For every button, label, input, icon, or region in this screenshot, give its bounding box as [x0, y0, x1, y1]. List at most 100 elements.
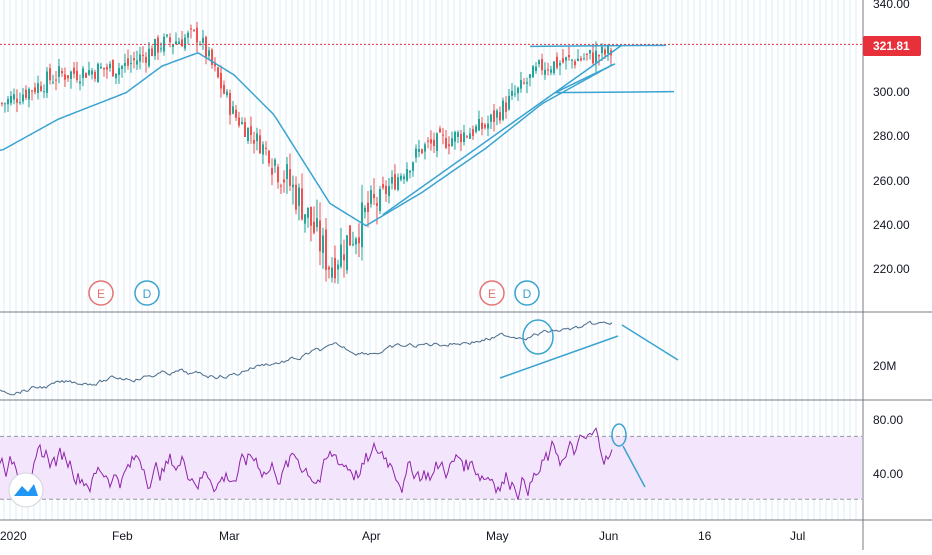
- candle-body: [217, 67, 219, 78]
- candle-body: [1, 103, 3, 105]
- candle-body: [469, 133, 471, 139]
- candle-body: [445, 137, 447, 148]
- candle-body: [64, 74, 66, 80]
- candle-body: [316, 218, 318, 227]
- candle-body: [46, 71, 48, 93]
- candle-body: [397, 177, 399, 190]
- candle-body: [16, 98, 18, 103]
- candle-body: [478, 118, 480, 131]
- candle-body: [340, 244, 342, 267]
- candle-body: [241, 121, 243, 124]
- volume-pane[interactable]: [0, 319, 679, 396]
- candle-body: [289, 169, 291, 186]
- candle-body: [307, 207, 309, 218]
- candle-body: [544, 69, 546, 75]
- candle-body: [607, 45, 609, 54]
- candle-body: [61, 71, 63, 74]
- candle-body: [604, 49, 606, 55]
- candle-body: [4, 103, 6, 105]
- candle-body: [526, 82, 528, 84]
- candle-body: [292, 184, 294, 188]
- time-axis[interactable]: 2020 Feb Mar Apr May Jun 16 Jul: [0, 529, 805, 543]
- rsi-band: [0, 436, 862, 500]
- candle-body: [49, 68, 51, 81]
- price-tick-label: 280.00: [873, 129, 910, 143]
- candle-body: [529, 74, 531, 79]
- rsi-line: [0, 427, 613, 501]
- candle-body: [193, 29, 195, 31]
- time-tick-label: Feb: [112, 529, 133, 543]
- candle-body: [439, 128, 441, 133]
- candle-body: [373, 194, 375, 199]
- candle-body: [337, 264, 339, 270]
- candle-body: [349, 225, 351, 246]
- candle-body: [562, 58, 564, 63]
- candle-body: [214, 62, 216, 67]
- drawn-rsi-circle: [611, 423, 627, 447]
- candle-body: [262, 144, 264, 155]
- time-tick-label: Jul: [790, 529, 805, 543]
- candle-body: [67, 75, 69, 79]
- candle-body: [436, 133, 438, 151]
- candle-body: [334, 257, 336, 279]
- earnings-marker[interactable]: E: [88, 280, 114, 306]
- event-markers[interactable]: E D E D: [88, 280, 540, 306]
- candle-body: [280, 185, 282, 187]
- candle-body: [547, 69, 549, 71]
- candle-body: [244, 122, 246, 137]
- candle-body: [94, 72, 96, 79]
- earnings-marker[interactable]: E: [479, 280, 505, 306]
- candle-body: [253, 139, 255, 144]
- candle-body: [145, 56, 147, 63]
- rsi-pane[interactable]: [0, 423, 862, 501]
- rsi-tick-label: 40.00: [873, 467, 903, 481]
- tradingview-logo-icon[interactable]: [8, 472, 44, 508]
- candle-body: [85, 73, 87, 78]
- time-tick-label: Apr: [362, 529, 381, 543]
- candle-body: [118, 68, 120, 75]
- candle-body: [271, 168, 273, 175]
- candle-body: [433, 139, 435, 146]
- drawn-volume-trend: [499, 335, 619, 379]
- candle-body: [208, 50, 210, 57]
- drawn-support-line: [554, 90, 675, 94]
- candle-body: [535, 66, 537, 71]
- candle-body: [358, 237, 360, 244]
- candle-body: [574, 61, 576, 66]
- candle-body: [259, 135, 261, 154]
- volume-line: [0, 320, 613, 396]
- candle-body: [322, 235, 324, 254]
- drawn-top-line: [529, 44, 667, 48]
- candle-body: [571, 59, 573, 61]
- candle-body: [34, 87, 36, 92]
- candle-body: [136, 60, 138, 65]
- price-pane[interactable]: [0, 21, 862, 284]
- price-tick-label: 300.00: [873, 85, 910, 99]
- candle-body: [589, 50, 591, 54]
- candle-body: [229, 93, 231, 115]
- candle-body: [70, 71, 72, 79]
- price-axis[interactable]: 340.00 300.00 280.00 260.00 240.00 220.0…: [863, 0, 921, 276]
- candle-body: [454, 132, 456, 142]
- candle-body: [211, 49, 213, 65]
- current-price-label: 321.81: [873, 39, 910, 53]
- candle-body: [466, 136, 468, 138]
- candle-body: [190, 28, 192, 30]
- candle-body: [325, 229, 327, 270]
- candle-body: [160, 48, 162, 50]
- candle-body: [121, 66, 123, 69]
- candle-body: [97, 63, 99, 83]
- grid-lines: [3, 0, 857, 520]
- dividend-marker[interactable]: D: [514, 280, 540, 306]
- candle-body: [79, 81, 81, 84]
- candle-body: [460, 134, 462, 143]
- candle-body: [196, 27, 198, 43]
- candle-body: [520, 80, 522, 89]
- candle-body: [538, 60, 540, 65]
- dividend-marker[interactable]: D: [134, 280, 160, 306]
- candle-body: [175, 41, 177, 45]
- candle-body: [250, 126, 252, 136]
- time-tick-label: 16: [698, 529, 712, 543]
